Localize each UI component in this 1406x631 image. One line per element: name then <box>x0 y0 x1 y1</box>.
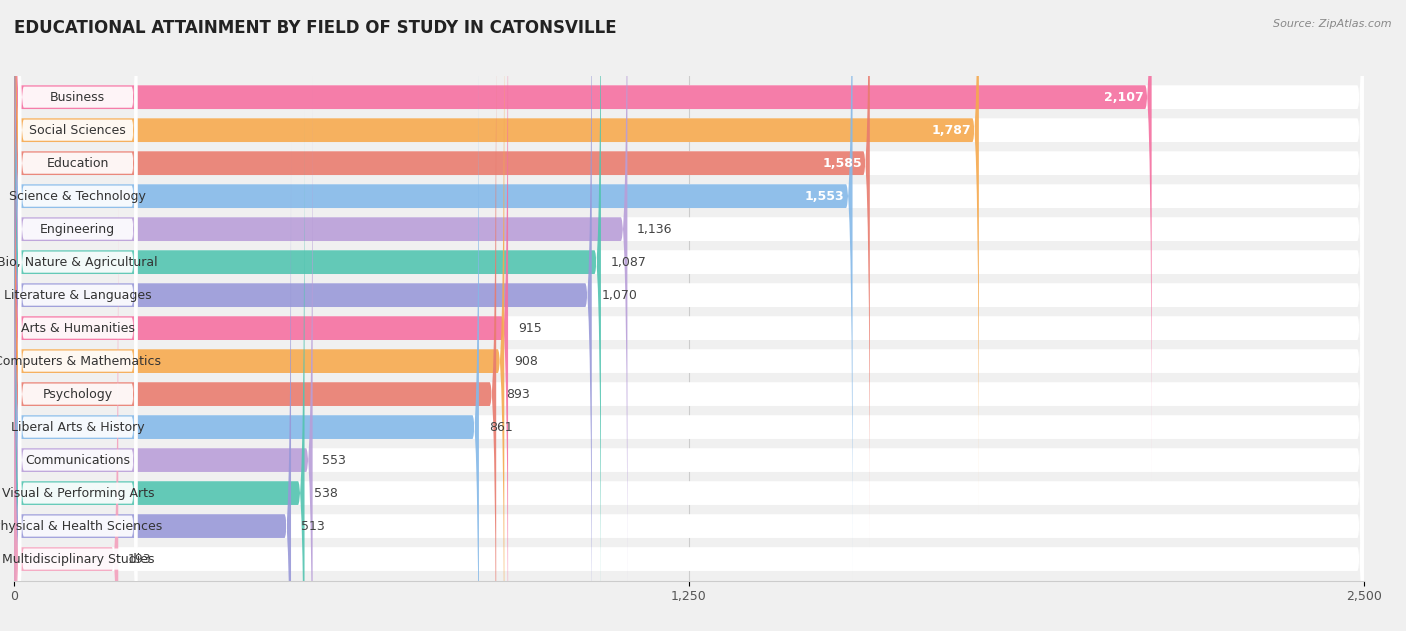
Text: Communications: Communications <box>25 454 131 466</box>
FancyBboxPatch shape <box>18 0 138 615</box>
FancyBboxPatch shape <box>18 141 138 631</box>
Text: 193: 193 <box>128 553 152 565</box>
FancyBboxPatch shape <box>18 174 138 631</box>
FancyBboxPatch shape <box>14 0 1152 481</box>
Text: Psychology: Psychology <box>42 387 112 401</box>
FancyBboxPatch shape <box>18 0 138 516</box>
FancyBboxPatch shape <box>14 43 479 631</box>
FancyBboxPatch shape <box>14 0 1364 514</box>
FancyBboxPatch shape <box>14 0 1364 613</box>
Text: Engineering: Engineering <box>41 223 115 235</box>
FancyBboxPatch shape <box>18 0 138 416</box>
Text: 915: 915 <box>517 322 541 334</box>
FancyBboxPatch shape <box>14 0 592 631</box>
FancyBboxPatch shape <box>14 0 870 547</box>
Text: Liberal Arts & History: Liberal Arts & History <box>11 421 145 433</box>
Text: 1,553: 1,553 <box>804 190 845 203</box>
Text: 1,787: 1,787 <box>931 124 970 137</box>
Text: 1,136: 1,136 <box>637 223 672 235</box>
Text: 1,585: 1,585 <box>823 156 862 170</box>
FancyBboxPatch shape <box>14 0 1364 547</box>
FancyBboxPatch shape <box>14 76 1364 631</box>
FancyBboxPatch shape <box>14 0 1364 631</box>
FancyBboxPatch shape <box>18 0 138 483</box>
FancyBboxPatch shape <box>14 0 1364 481</box>
FancyBboxPatch shape <box>14 142 1364 631</box>
Text: Science & Technology: Science & Technology <box>10 190 146 203</box>
Text: Computers & Mathematics: Computers & Mathematics <box>0 355 162 368</box>
FancyBboxPatch shape <box>14 175 1364 631</box>
FancyBboxPatch shape <box>14 0 600 631</box>
FancyBboxPatch shape <box>14 175 118 631</box>
FancyBboxPatch shape <box>14 0 852 580</box>
FancyBboxPatch shape <box>18 0 138 548</box>
Text: 538: 538 <box>315 487 337 500</box>
FancyBboxPatch shape <box>14 109 305 631</box>
FancyBboxPatch shape <box>18 240 138 631</box>
FancyBboxPatch shape <box>18 9 138 631</box>
Text: 553: 553 <box>322 454 346 466</box>
FancyBboxPatch shape <box>14 0 1364 631</box>
FancyBboxPatch shape <box>14 10 496 631</box>
FancyBboxPatch shape <box>14 0 1364 631</box>
Text: EDUCATIONAL ATTAINMENT BY FIELD OF STUDY IN CATONSVILLE: EDUCATIONAL ATTAINMENT BY FIELD OF STUDY… <box>14 19 617 37</box>
Text: 513: 513 <box>301 519 325 533</box>
Text: Social Sciences: Social Sciences <box>30 124 127 137</box>
FancyBboxPatch shape <box>14 43 1364 631</box>
Text: Visual & Performing Arts: Visual & Performing Arts <box>1 487 155 500</box>
Text: 908: 908 <box>515 355 538 368</box>
Text: Bio, Nature & Agricultural: Bio, Nature & Agricultural <box>0 256 157 269</box>
Text: Education: Education <box>46 156 108 170</box>
Text: 2,107: 2,107 <box>1104 91 1143 103</box>
Text: 1,070: 1,070 <box>602 288 637 302</box>
FancyBboxPatch shape <box>14 142 291 631</box>
FancyBboxPatch shape <box>18 0 138 449</box>
Text: 893: 893 <box>506 387 530 401</box>
FancyBboxPatch shape <box>14 0 1364 580</box>
Text: Arts & Humanities: Arts & Humanities <box>21 322 135 334</box>
FancyBboxPatch shape <box>18 74 138 631</box>
FancyBboxPatch shape <box>14 10 1364 631</box>
FancyBboxPatch shape <box>14 0 627 613</box>
FancyBboxPatch shape <box>18 0 138 582</box>
Text: Business: Business <box>51 91 105 103</box>
Text: 1,087: 1,087 <box>610 256 647 269</box>
Text: Multidisciplinary Studies: Multidisciplinary Studies <box>1 553 155 565</box>
FancyBboxPatch shape <box>18 207 138 631</box>
FancyBboxPatch shape <box>14 0 979 514</box>
FancyBboxPatch shape <box>14 109 1364 631</box>
Text: Source: ZipAtlas.com: Source: ZipAtlas.com <box>1274 19 1392 29</box>
Text: Literature & Languages: Literature & Languages <box>4 288 152 302</box>
FancyBboxPatch shape <box>14 0 1364 631</box>
FancyBboxPatch shape <box>18 42 138 631</box>
Text: Physical & Health Sciences: Physical & Health Sciences <box>0 519 163 533</box>
FancyBboxPatch shape <box>18 108 138 631</box>
FancyBboxPatch shape <box>14 76 312 631</box>
FancyBboxPatch shape <box>14 0 505 631</box>
Text: 861: 861 <box>489 421 512 433</box>
FancyBboxPatch shape <box>14 0 508 631</box>
